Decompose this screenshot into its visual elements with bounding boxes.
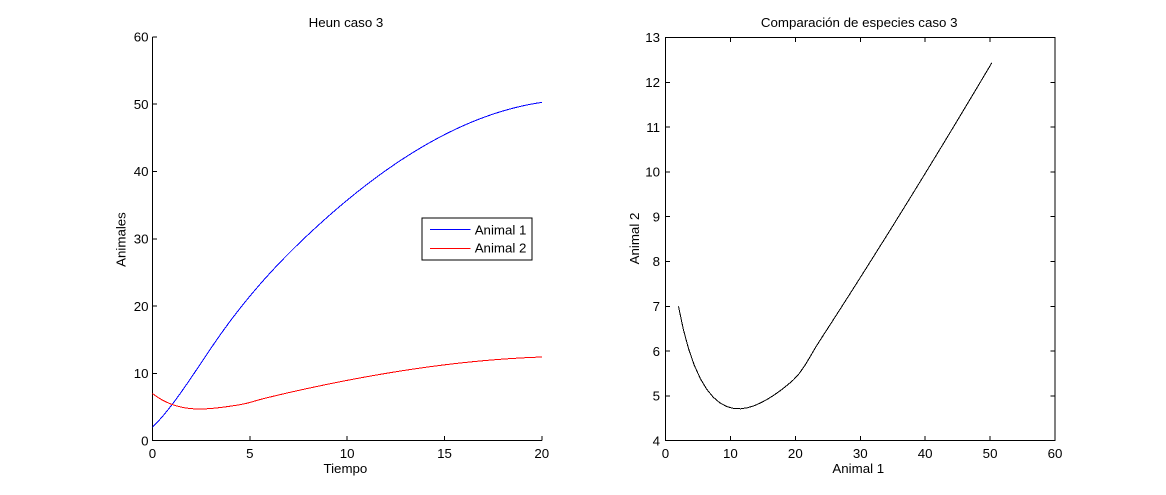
svg-text:Tiempo: Tiempo [323, 461, 367, 476]
svg-text:10: 10 [645, 165, 660, 180]
svg-text:30: 30 [134, 232, 149, 247]
svg-text:8: 8 [653, 254, 660, 269]
svg-text:50: 50 [134, 97, 149, 112]
svg-text:0: 0 [149, 446, 156, 461]
svg-text:Animales: Animales [114, 212, 129, 267]
svg-text:60: 60 [134, 30, 149, 45]
svg-text:10: 10 [134, 366, 149, 381]
svg-text:60: 60 [1048, 446, 1063, 461]
svg-text:20: 20 [788, 446, 803, 461]
svg-text:Animal 1: Animal 1 [832, 461, 884, 476]
svg-text:40: 40 [918, 446, 933, 461]
svg-text:Animal 2: Animal 2 [475, 241, 527, 256]
svg-text:4: 4 [653, 433, 660, 448]
svg-text:5: 5 [246, 446, 253, 461]
svg-text:11: 11 [646, 120, 660, 135]
svg-text:Animal 1: Animal 1 [475, 222, 527, 237]
svg-text:6: 6 [653, 344, 660, 359]
svg-text:40: 40 [134, 164, 149, 179]
svg-text:0: 0 [141, 433, 148, 448]
svg-text:9: 9 [653, 209, 660, 224]
svg-text:20: 20 [134, 299, 149, 314]
svg-text:10: 10 [723, 446, 738, 461]
svg-text:0: 0 [662, 446, 669, 461]
svg-text:15: 15 [437, 446, 452, 461]
svg-text:Comparación de especies caso 3: Comparación de especies caso 3 [761, 15, 958, 30]
svg-text:30: 30 [853, 446, 868, 461]
svg-text:5: 5 [653, 389, 660, 404]
svg-text:10: 10 [340, 446, 355, 461]
svg-text:20: 20 [534, 446, 549, 461]
svg-text:13: 13 [645, 30, 660, 45]
svg-text:7: 7 [653, 299, 660, 314]
svg-text:50: 50 [983, 446, 998, 461]
svg-text:12: 12 [645, 75, 660, 90]
svg-text:Animal 2: Animal 2 [627, 213, 642, 265]
svg-text:Heun caso 3: Heun caso 3 [309, 15, 384, 30]
